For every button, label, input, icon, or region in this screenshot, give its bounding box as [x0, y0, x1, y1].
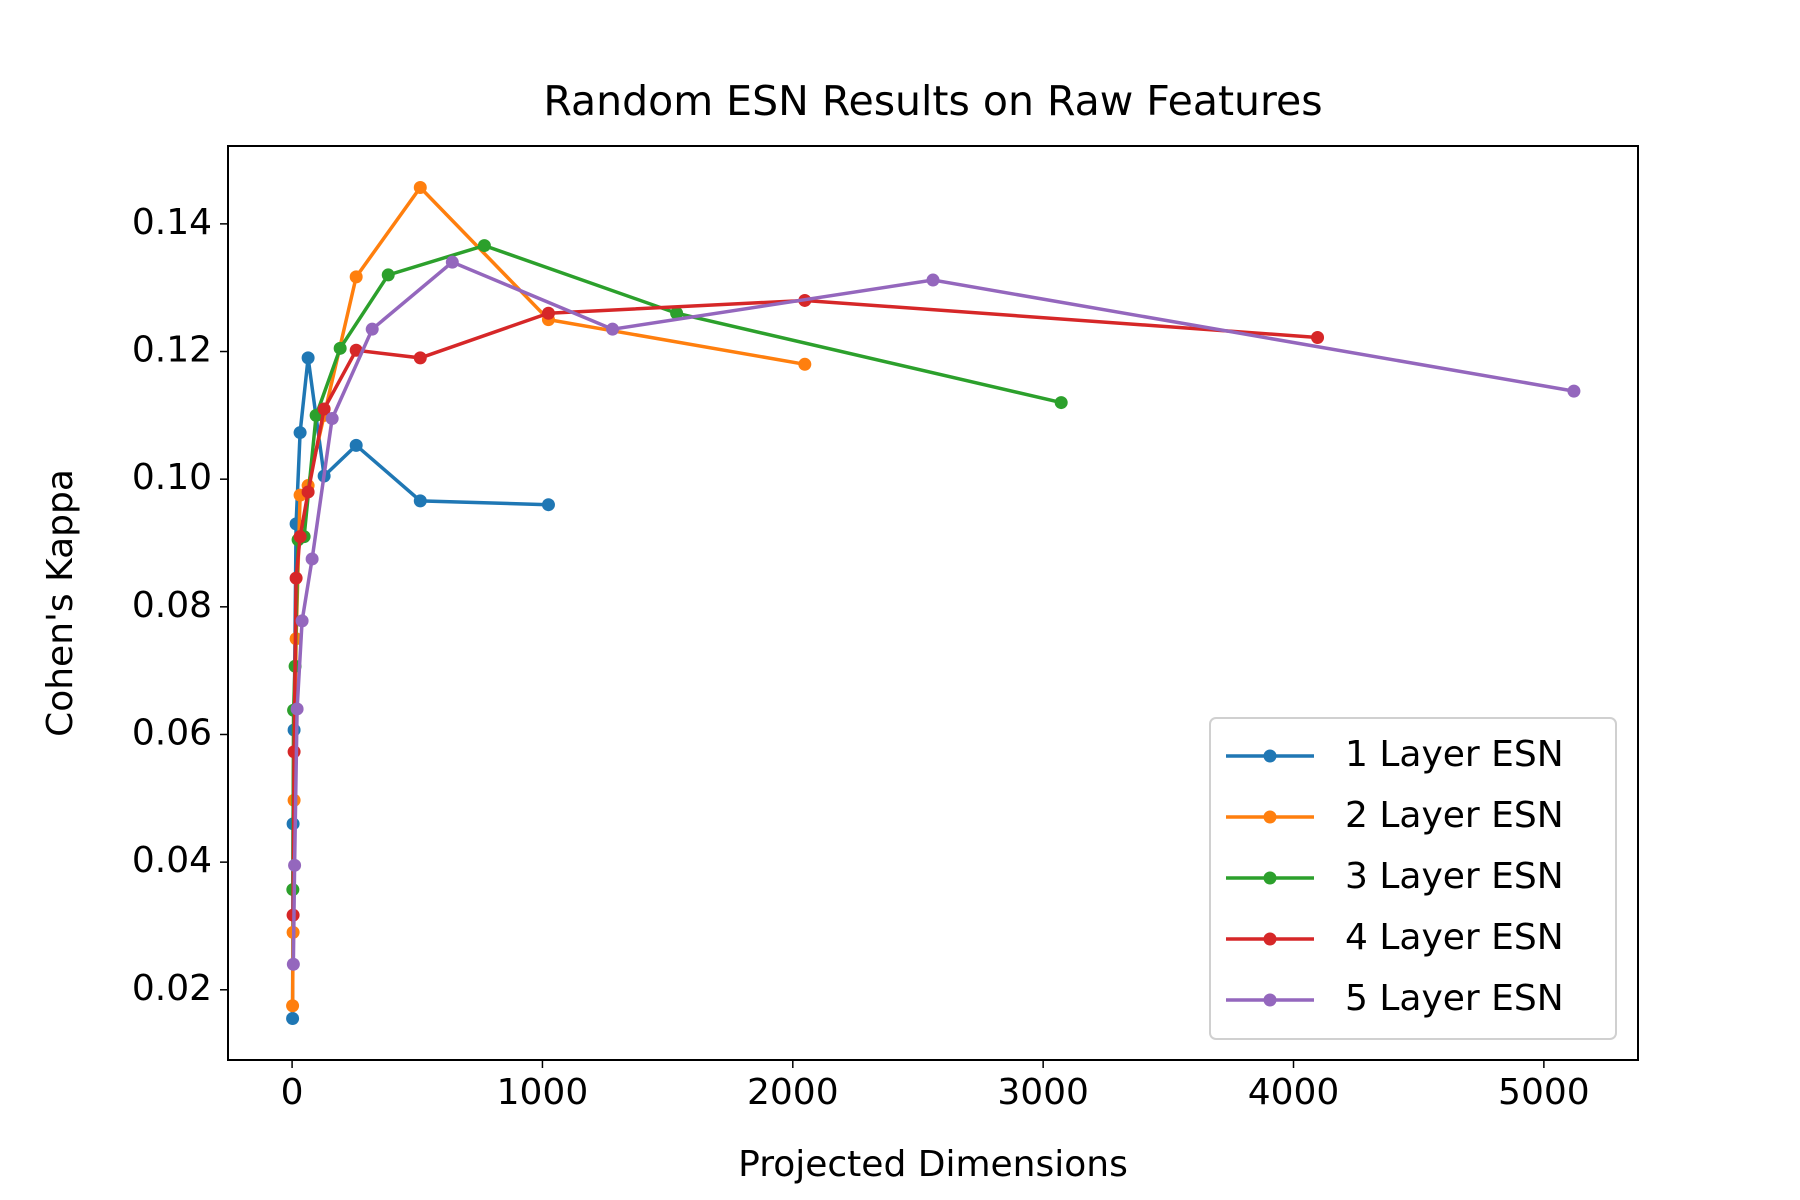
- data-point: [477, 239, 491, 253]
- data-point: [381, 268, 395, 282]
- data-point: [289, 571, 303, 585]
- series-line: [291, 298, 1318, 916]
- x-tick-label: 1000: [497, 1072, 589, 1113]
- data-point: [413, 180, 427, 194]
- legend-box: [1209, 717, 1617, 1040]
- data-point: [541, 306, 555, 320]
- data-point: [286, 957, 300, 971]
- y-tick-label: 0.14: [132, 202, 212, 243]
- data-point: [606, 322, 620, 336]
- y-tick-label: 0.04: [132, 840, 212, 881]
- data-point: [286, 1012, 300, 1026]
- y-tick-label: 0.12: [132, 330, 212, 371]
- data-point: [293, 426, 307, 440]
- data-point: [288, 858, 302, 872]
- data-point: [349, 438, 363, 452]
- data-point: [293, 530, 307, 544]
- data-point: [413, 494, 427, 508]
- data-point: [325, 412, 339, 426]
- data-point: [445, 255, 459, 269]
- legend-label: 1 Layer ESN: [1345, 734, 1564, 775]
- legend-label: 4 Layer ESN: [1345, 917, 1564, 958]
- data-point: [1567, 384, 1581, 398]
- y-axis-label: Cohen's Kappa: [40, 469, 81, 737]
- x-tick-label: 2000: [747, 1072, 839, 1113]
- plot-frame: [227, 145, 1639, 1061]
- x-tick-label: 0: [281, 1072, 304, 1113]
- x-tick-label: 5000: [1498, 1072, 1590, 1113]
- y-tick-label: 0.02: [132, 968, 212, 1009]
- data-point: [290, 702, 304, 716]
- data-point: [798, 357, 812, 371]
- chart-title: Random ESN Results on Raw Features: [543, 77, 1322, 125]
- y-tick-label: 0.08: [132, 585, 212, 626]
- series-line: [290, 357, 549, 1019]
- data-point: [301, 485, 315, 499]
- legend-marker: [1263, 993, 1277, 1007]
- x-tick-label: 4000: [1248, 1072, 1340, 1113]
- data-point: [301, 351, 315, 365]
- data-point: [287, 745, 301, 759]
- data-point: [295, 614, 309, 628]
- data-point: [1311, 330, 1325, 344]
- data-point: [286, 999, 300, 1013]
- legend-label: 5 Layer ESN: [1345, 978, 1564, 1019]
- legend-label: 2 Layer ESN: [1345, 795, 1564, 836]
- legend-label: 3 Layer ESN: [1345, 856, 1564, 897]
- data-point: [349, 270, 363, 284]
- data-point: [333, 341, 347, 355]
- legend-marker: [1263, 932, 1277, 946]
- x-tick-label: 3000: [997, 1072, 1089, 1113]
- y-tick-label: 0.10: [132, 457, 212, 498]
- data-point: [317, 402, 331, 416]
- data-point: [305, 552, 319, 566]
- legend-marker: [1263, 810, 1277, 824]
- data-point: [926, 273, 940, 287]
- data-point: [1054, 396, 1068, 410]
- data-point: [541, 498, 555, 512]
- x-axis-label: Projected Dimensions: [738, 1144, 1128, 1185]
- data-point: [670, 306, 684, 320]
- legend-marker: [1263, 871, 1277, 885]
- y-tick-label: 0.06: [132, 712, 212, 753]
- data-point: [413, 351, 427, 365]
- data-point: [365, 322, 379, 336]
- legend-marker: [1263, 749, 1277, 763]
